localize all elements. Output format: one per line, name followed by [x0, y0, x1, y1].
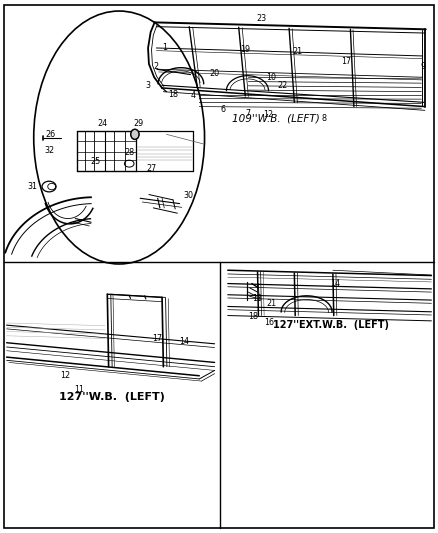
Text: 14: 14 — [179, 337, 189, 345]
Text: 27: 27 — [146, 165, 156, 173]
Text: 10: 10 — [266, 73, 276, 82]
Text: 24: 24 — [98, 119, 108, 128]
Text: 12: 12 — [60, 372, 70, 380]
Text: 22: 22 — [277, 81, 288, 90]
Text: 31: 31 — [27, 182, 37, 191]
Text: 6: 6 — [221, 105, 226, 114]
Text: 12: 12 — [263, 110, 273, 119]
Text: 18: 18 — [169, 91, 178, 99]
Text: 109''W.B.  (LEFT): 109''W.B. (LEFT) — [232, 114, 320, 123]
Text: 1: 1 — [162, 44, 167, 52]
Text: 3: 3 — [145, 81, 151, 90]
Text: 25: 25 — [90, 157, 101, 166]
Text: 14: 14 — [330, 279, 340, 288]
Text: 127''EXT.W.B.  (LEFT): 127''EXT.W.B. (LEFT) — [273, 320, 389, 330]
Circle shape — [131, 129, 139, 140]
Text: 8: 8 — [321, 114, 327, 123]
Text: 20: 20 — [209, 69, 220, 78]
Text: 4: 4 — [190, 92, 195, 100]
Text: 26: 26 — [45, 130, 56, 139]
Text: 18: 18 — [248, 312, 258, 321]
Text: 17: 17 — [152, 334, 163, 343]
Text: 11: 11 — [74, 385, 84, 393]
Text: 30: 30 — [184, 191, 193, 200]
Text: 9: 9 — [420, 62, 425, 71]
Text: 16: 16 — [265, 318, 274, 327]
Text: 7: 7 — [245, 109, 250, 118]
Text: 21: 21 — [266, 300, 277, 308]
Text: 13: 13 — [252, 294, 262, 303]
Text: 21: 21 — [293, 47, 303, 56]
Text: 32: 32 — [44, 146, 55, 155]
Text: 28: 28 — [124, 148, 134, 157]
Text: 19: 19 — [240, 45, 251, 53]
Text: 2: 2 — [153, 62, 158, 71]
Text: 127''W.B.  (LEFT): 127''W.B. (LEFT) — [59, 392, 165, 402]
Text: 29: 29 — [134, 119, 144, 128]
Text: 17: 17 — [341, 57, 351, 66]
Text: 23: 23 — [256, 14, 266, 23]
